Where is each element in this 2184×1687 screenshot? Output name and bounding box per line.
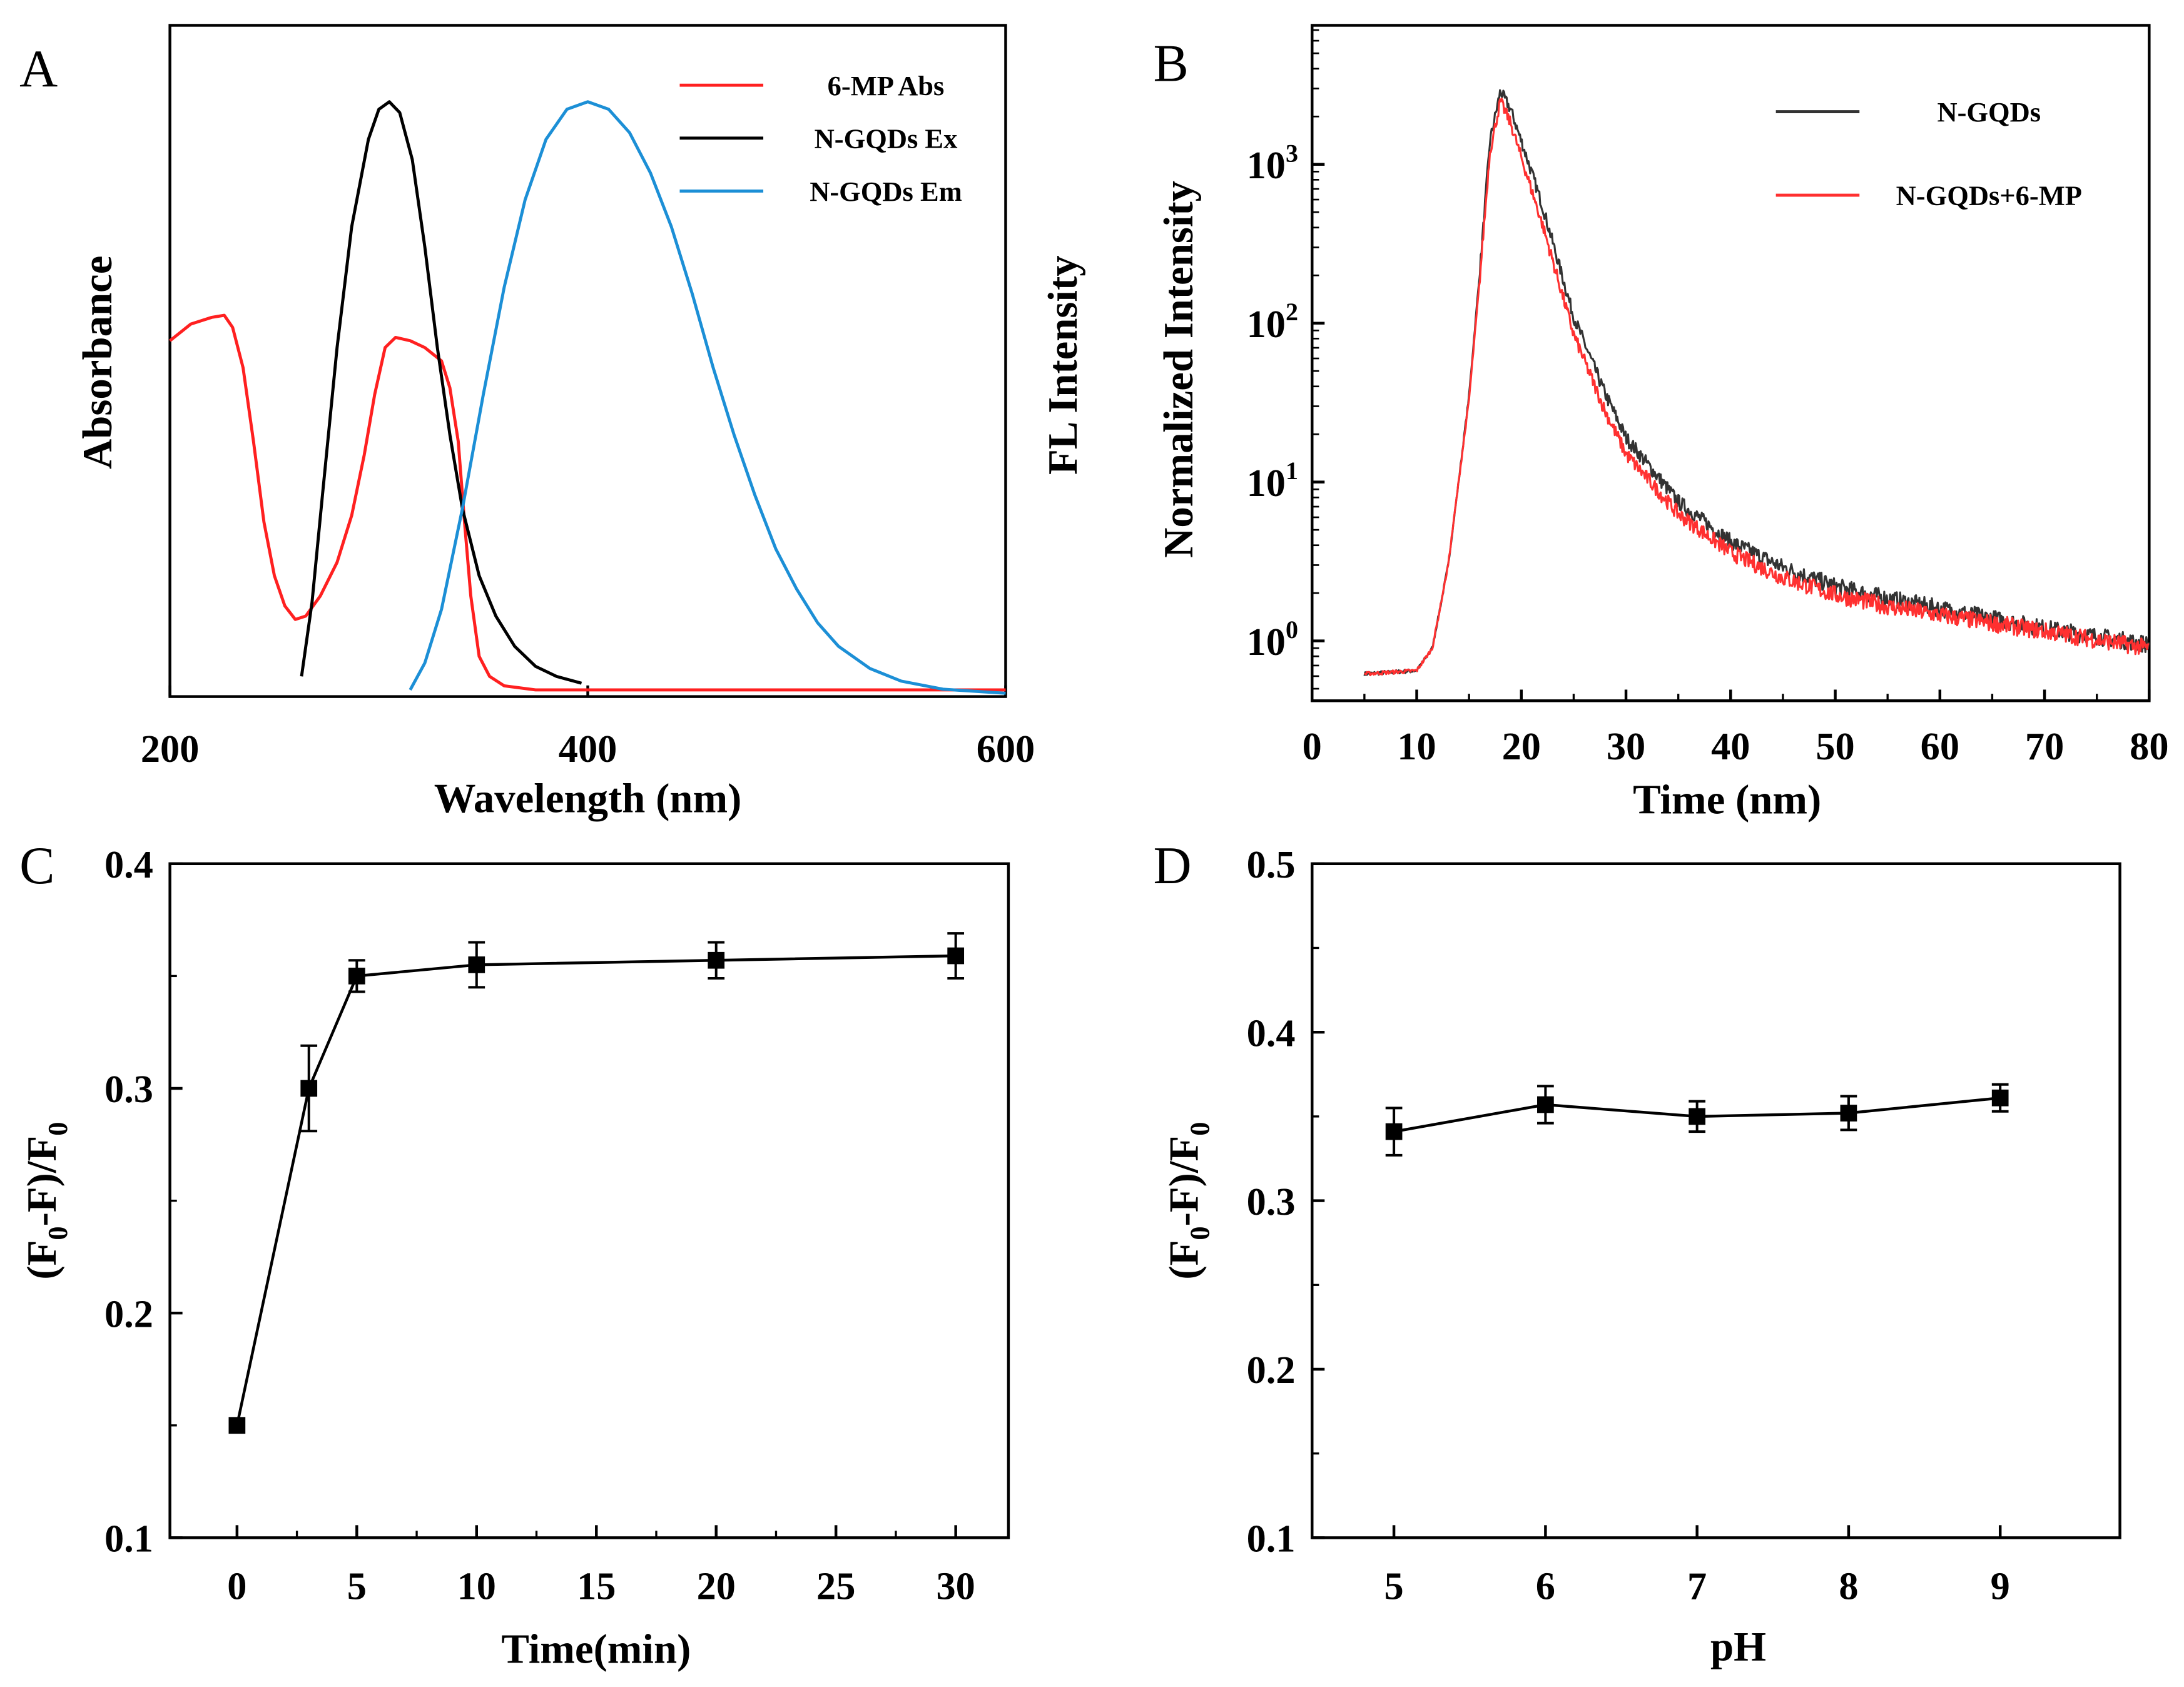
panel-label-b: B [1153,35,1188,93]
panel-b-ytick-label: 102 [1247,298,1298,346]
panel-d-data-point [1689,1108,1706,1125]
panel-a-xtick-label: 600 [977,727,1035,771]
panel-c-data-point [708,951,725,969]
panel-c-xtick-label: 15 [577,1564,616,1608]
panel-a-series-1 [300,100,582,685]
panel-a-ylabel-right: FL Intensity [1040,255,1086,475]
panel-a-legend-label-0: 6-MP Abs [828,70,945,101]
panel-d-ytick-label: 0.3 [1247,1180,1296,1223]
panel-d-data-point [1537,1096,1554,1113]
panel-c-ytick-label: 0.3 [104,1068,153,1111]
panel-d-xtick-label: 8 [1839,1564,1858,1608]
panel-a-xlabel: Wavelength (nm) [434,775,742,821]
panel-a-ylabel: Absorbance [74,256,121,469]
panel-d-ytick-label: 0.2 [1247,1349,1296,1392]
panel-c-frame [168,862,1010,1539]
panel-d-xlabel: pH [1710,1623,1766,1669]
panel-c-xtick-label: 5 [347,1564,367,1608]
panel-a-legend-label-2: N-GQDs Em [810,176,962,207]
panel-b-xtick-label: 10 [1397,725,1436,768]
panel-b-xtick-label: 60 [1921,725,1959,768]
panel-c-xtick-label: 20 [697,1564,736,1608]
panel-label-d: D [1153,837,1191,895]
panel-d-data-point [1840,1105,1857,1122]
panel-d-ytick-label: 0.5 [1247,843,1296,886]
panel-b-xtick-label: 70 [2025,725,2064,768]
panel-d-ytick-label: 0.4 [1247,1011,1296,1055]
panel-c-data-point [947,947,965,965]
panel-d-data-point [1385,1123,1403,1140]
panel-b-xtick-label: 0 [1303,725,1322,768]
panel-d-xtick-label: 9 [1991,1564,2010,1608]
panel-c-data-point [228,1417,246,1434]
panel-c-ylabel: (F0-F)/F0 [19,1122,73,1279]
panel-b-xtick-label: 40 [1711,725,1750,768]
panel-b-series-0 [1363,89,2150,676]
panel-a-series-2 [409,100,1006,695]
panel-d-ytick-label: 0.1 [1247,1517,1296,1561]
panel-c-data-point [300,1080,318,1097]
panel-c-ytick-label: 0.4 [104,843,153,886]
panel-c-xtick-label: 10 [457,1564,496,1608]
panel-d-xtick-label: 6 [1536,1564,1555,1608]
panel-c-xtick-label: 25 [816,1564,855,1608]
panel-b-ytick-label: 103 [1247,139,1298,187]
panel-a-legend-label-1: N-GQDs Ex [815,123,958,154]
panel-c-xlabel: Time(min) [501,1626,691,1673]
panel-d-xtick-label: 5 [1384,1564,1404,1608]
panel-a-xtick-label: 400 [559,727,617,771]
panel-b-xtick-label: 80 [2130,725,2168,768]
panel-b-legend-label-1: N-GQDs+6-MP [1896,180,2082,211]
panel-b-ytick-label: 100 [1247,616,1298,664]
panel-b-ytick-label: 101 [1247,457,1298,505]
panel-c-data-point [468,956,485,973]
panel-a-series-0 [169,313,1006,692]
panel-c-ytick-label: 0.2 [104,1292,153,1335]
panel-b-xlabel: Time (nm) [1633,777,1821,823]
panel-b-xtick-label: 30 [1607,725,1645,768]
panel-c-line [235,954,956,1426]
panel-b-series-1 [1363,98,2150,677]
panel-d-ylabel: (F0-F)/F0 [1161,1122,1216,1279]
panel-label-c: C [19,837,54,895]
panel-d-xtick-label: 7 [1687,1564,1707,1608]
panel-c-ytick-label: 0.1 [104,1517,153,1561]
panel-d-frame [1311,862,2121,1539]
panel-c-data-point [348,968,365,985]
panel-a-xtick-label: 200 [141,727,200,771]
panel-b-xtick-label: 20 [1502,725,1541,768]
panel-b-legend-label-0: N-GQDs [1937,96,2041,128]
panel-b-ylabel: Normalized Intensity [1155,181,1202,558]
panel-c-xtick-label: 0 [227,1564,246,1608]
panel-c-xtick-label: 30 [937,1564,975,1608]
panel-label-a: A [19,40,58,98]
panel-d-data-point [1991,1089,2009,1107]
panel-b-xtick-label: 50 [1816,725,1854,768]
